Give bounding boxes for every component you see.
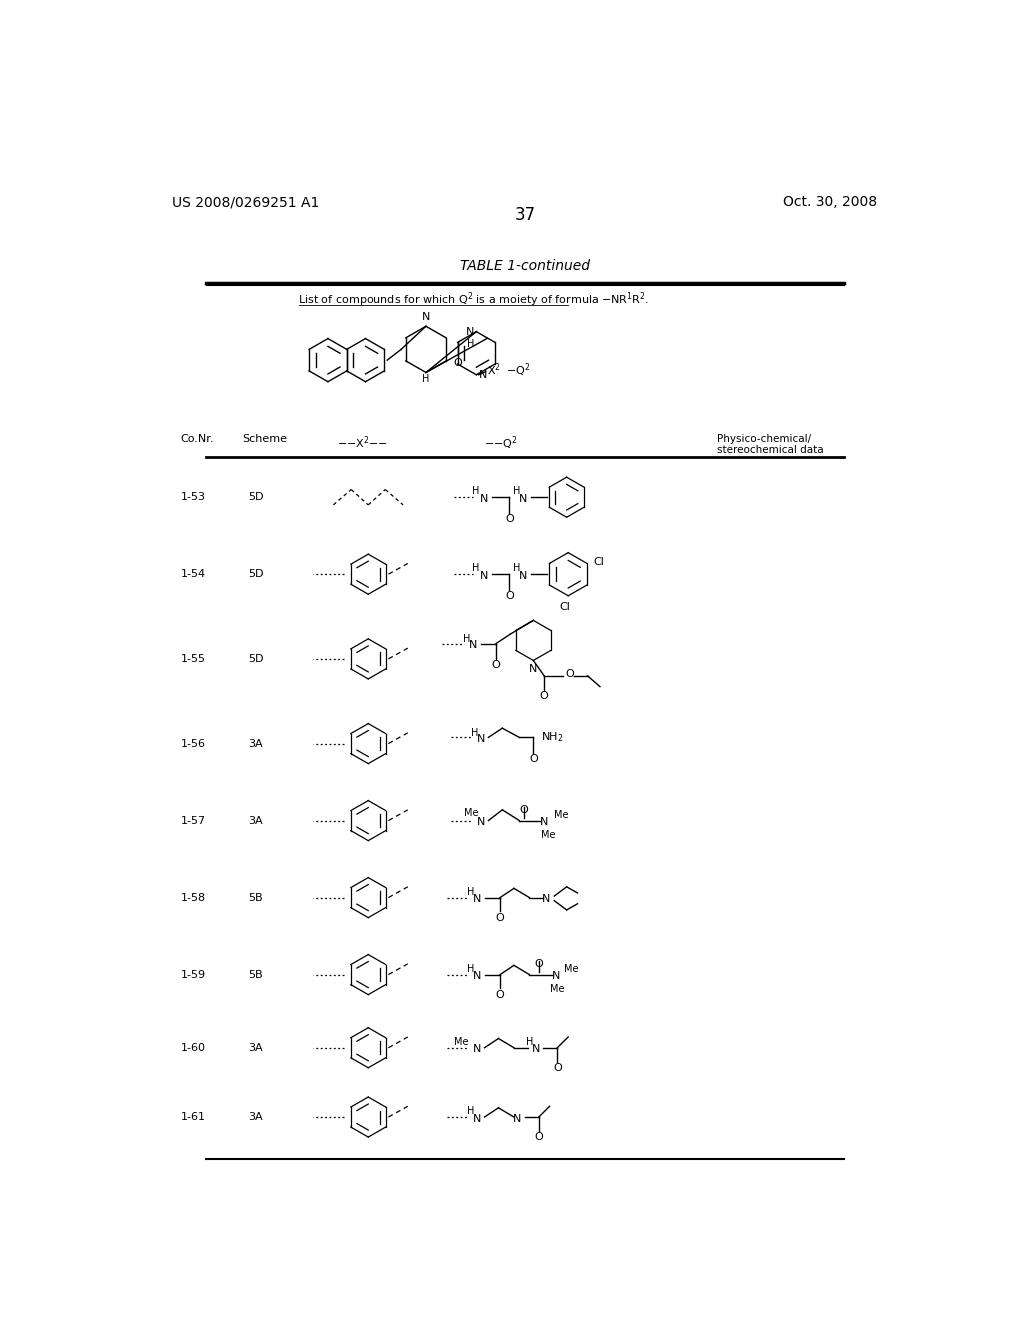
Text: O: O [505,591,514,601]
Text: N: N [469,640,477,649]
Text: TABLE 1-continued: TABLE 1-continued [460,259,590,272]
Text: Co.Nr.: Co.Nr. [180,434,214,444]
Text: O: O [529,755,538,764]
Text: Me: Me [550,983,565,994]
Text: 5D: 5D [248,492,263,502]
Text: $-$Q$^2$: $-$Q$^2$ [506,362,530,379]
Text: H: H [422,374,430,384]
Text: 1-60: 1-60 [180,1043,206,1053]
Text: Scheme: Scheme [243,434,288,444]
Text: N: N [478,370,487,380]
Text: N: N [543,894,551,904]
Text: US 2008/0269251 A1: US 2008/0269251 A1 [172,195,319,210]
Text: H: H [467,964,474,974]
Text: H: H [467,339,475,350]
Text: Me: Me [541,830,556,840]
Text: 1-54: 1-54 [180,569,206,579]
Text: N: N [552,972,560,981]
Text: Cl: Cl [560,602,570,612]
Text: X$^2$: X$^2$ [487,362,501,379]
Text: H: H [467,887,474,896]
Text: 5B: 5B [248,892,263,903]
Text: O: O [519,805,528,816]
Text: H: H [471,487,479,496]
Text: N: N [472,1114,481,1123]
Text: Me: Me [554,810,568,820]
Text: 5D: 5D [248,569,263,579]
Text: N: N [476,734,484,744]
Text: 3A: 3A [248,739,263,748]
Text: O: O [535,960,543,969]
Text: 1-55: 1-55 [180,653,206,664]
Text: Oct. 30, 2008: Oct. 30, 2008 [783,195,878,210]
Text: O: O [505,515,514,524]
Text: N: N [480,494,488,504]
Text: 1-56: 1-56 [180,739,206,748]
Text: O: O [540,692,549,701]
Text: Me: Me [454,1038,469,1047]
Text: H: H [471,564,479,573]
Text: N: N [519,494,527,504]
Text: 3A: 3A [248,1043,263,1053]
Text: List of compounds for which Q$^2$ is a moiety of formula $-$NR$^1$R$^2$.: List of compounds for which Q$^2$ is a m… [299,290,650,309]
Text: N: N [540,817,549,828]
Text: 1-59: 1-59 [180,970,206,979]
Text: 3A: 3A [248,1111,263,1122]
Text: Cl: Cl [593,557,604,566]
Text: O: O [553,1063,562,1073]
Text: N: N [472,894,481,904]
Text: N: N [472,972,481,981]
Text: N: N [422,313,430,322]
Text: O: O [496,990,505,1001]
Text: NH$_2$: NH$_2$ [541,730,563,744]
Text: O: O [566,669,574,680]
Text: H: H [513,487,521,496]
Text: H: H [463,635,470,644]
Text: 1-58: 1-58 [180,892,206,903]
Text: 1-53: 1-53 [180,492,206,502]
Text: Me: Me [464,808,478,818]
Text: N: N [480,570,488,581]
Text: $-$$-$X$^2$$-$$-$: $-$$-$X$^2$$-$$-$ [337,434,388,450]
Text: 3A: 3A [248,816,263,825]
Text: H: H [525,1038,534,1047]
Text: O: O [496,913,505,923]
Text: N: N [476,817,484,828]
Text: Me: Me [563,964,579,974]
Text: 37: 37 [514,206,536,224]
Text: H: H [467,1106,474,1117]
Text: O: O [492,660,501,671]
Text: N: N [513,1114,521,1123]
Text: 5B: 5B [248,970,263,979]
Text: stereochemical data: stereochemical data [717,445,823,455]
Text: N: N [529,664,538,673]
Text: $-$$-$Q$^2$: $-$$-$Q$^2$ [484,434,518,451]
Text: O: O [454,358,462,368]
Text: Physico-chemical/: Physico-chemical/ [717,434,811,444]
Text: N: N [472,1044,481,1055]
Text: N: N [531,1044,540,1055]
Text: 5D: 5D [248,653,263,664]
Text: N: N [519,570,527,581]
Text: H: H [471,729,478,738]
Text: O: O [535,1133,543,1142]
Text: 1-61: 1-61 [180,1111,206,1122]
Text: N: N [466,326,474,337]
Text: 1-57: 1-57 [180,816,206,825]
Text: H: H [513,564,521,573]
